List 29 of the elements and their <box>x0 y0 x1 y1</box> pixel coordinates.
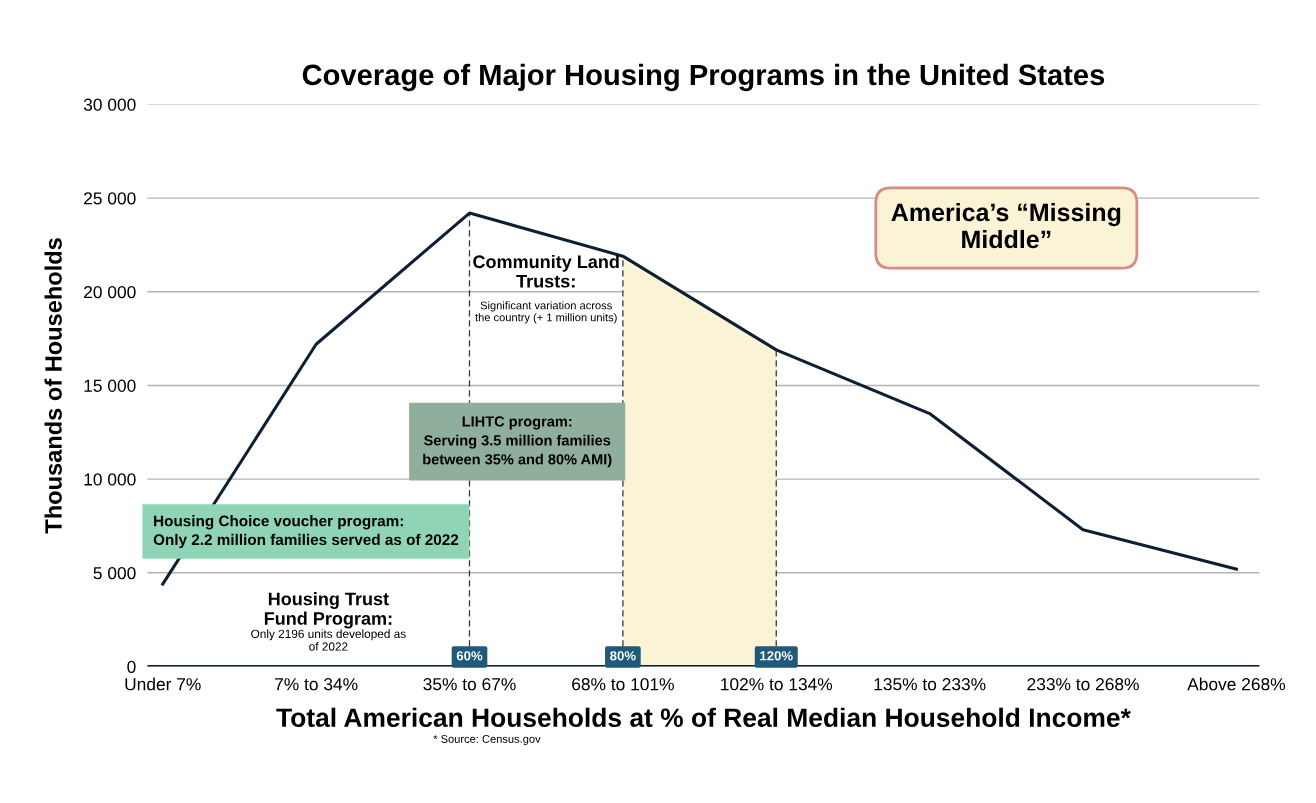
y-tick-label: 0 <box>127 660 136 673</box>
x-tick-label: 35% to 67% <box>423 678 516 691</box>
x-tick-label: 135% to 233% <box>874 678 986 691</box>
y-tick-label: 20 000 <box>84 285 136 299</box>
y-tick-label: 15 000 <box>84 379 136 392</box>
annotation: 60% <box>456 651 483 661</box>
y-axis-title: Thousands of Households <box>44 238 62 534</box>
annotation: America’s “Missing Middle” <box>891 202 1121 249</box>
chart-title: Coverage of Major Housing Programs in the United States <box>302 63 1105 92</box>
x-axis-title: Total American Households at % of Real Median Household Income* <box>276 707 1131 728</box>
x-tick-label: Under 7% <box>125 677 201 691</box>
y-tick-label: 10 000 <box>84 473 136 486</box>
y-tick-label: 30 000 <box>83 98 136 111</box>
annotation: Only 2196 units developed as of 2022 <box>251 629 406 651</box>
y-tick-label: 25 000 <box>84 192 136 205</box>
x-tick-label: 68% to 101% <box>572 678 674 691</box>
annotation: LIHTC program: Serving 3.5 million families between 35% and 80% AMI) <box>423 416 612 468</box>
annotation: Significant variation across the country (+ 1 million units) <box>475 301 617 324</box>
annotation: 80% <box>610 651 636 661</box>
x-tick-label: Above 268% <box>1187 677 1286 691</box>
y-tick-label: 5 000 <box>93 566 136 580</box>
x-tick-label: 233% to 268% <box>1027 678 1139 691</box>
annotation: Housing Trust Fund Program: <box>264 592 392 629</box>
annotation: Housing Choice voucher program: Only 2.2 million families served as of 2022 <box>153 515 459 549</box>
x-tick-label: 7% to 34% <box>275 678 358 691</box>
annotation: Community Land Trusts: <box>473 254 619 288</box>
text: * Source: Census.gov <box>433 735 541 746</box>
annotation: 120% <box>760 651 793 661</box>
x-tick-label: 102% to 134% <box>721 678 833 691</box>
